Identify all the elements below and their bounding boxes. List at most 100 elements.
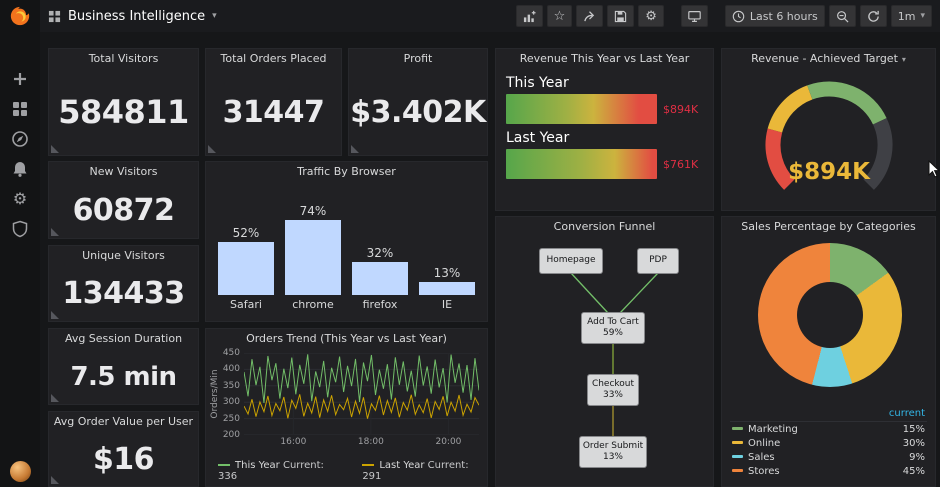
funnel-connectors	[570, 272, 659, 437]
panel-title[interactable]: Orders Trend (This Year vs Last Year)	[246, 332, 447, 345]
panel-revenue-gauge: Revenue - Achieved Target ▾ $894K	[721, 48, 936, 211]
legend-rows: Marketing 15% Online 30% Sales 9% Stores 45%	[730, 422, 927, 478]
node-percentage: 13%	[602, 452, 623, 462]
gauge-value: $894K	[663, 102, 699, 116]
legend-row-stores[interactable]: Stores 45%	[730, 464, 927, 478]
node-percentage: 33%	[602, 390, 623, 400]
clock-icon	[732, 10, 745, 22]
refresh-interval-label: 1m	[897, 9, 916, 23]
series-label: This Year	[506, 75, 569, 91]
panel-title[interactable]: Avg Order Value per User	[53, 415, 194, 428]
panel-sales-categories: Sales Percentage by Categories current M…	[721, 216, 936, 487]
save-button[interactable]	[607, 5, 635, 27]
top-navigation: Business Intelligence ▾ ☆ ⚙ Last 6 hours	[40, 0, 940, 32]
configuration-gear-icon[interactable]: ⚙	[12, 189, 28, 208]
panel-title[interactable]: Profit	[403, 52, 433, 65]
panel-title[interactable]: Sales Percentage by Categories	[741, 220, 916, 233]
bar-firefox[interactable]: 32% firefox	[352, 184, 408, 313]
resize-handle-icon[interactable]	[208, 145, 216, 153]
funnel-node-checkout[interactable]: Checkout 33%	[588, 375, 638, 405]
legend-row-marketing[interactable]: Marketing 15%	[730, 422, 927, 436]
stat-value: 60872	[72, 192, 175, 228]
stat-value: $3.402K	[350, 94, 486, 130]
alerting-bell-icon[interactable]	[11, 160, 29, 178]
pie-legend: current Marketing 15% Online 30% Sales 9% Stor…	[730, 408, 927, 478]
legend-current-header[interactable]: current	[730, 408, 927, 422]
explore-compass-icon[interactable]	[11, 130, 29, 148]
bar	[218, 242, 274, 295]
node-label: Order Submit	[582, 440, 644, 451]
tv-mode-button[interactable]	[680, 5, 708, 27]
time-range-label: Last 6 hours	[749, 9, 818, 23]
add-panel-button[interactable]	[515, 5, 543, 27]
bar	[352, 262, 408, 295]
panel-traffic-by-browser: Traffic By Browser 52% Safari 74% chrome 32%…	[205, 161, 488, 322]
resize-handle-icon[interactable]	[351, 145, 359, 153]
zoom-out-button[interactable]	[828, 5, 856, 27]
stat-value: $16	[92, 441, 155, 477]
panel-title[interactable]: Unique Visitors	[82, 249, 165, 262]
funnel-node-pdp[interactable]: PDP	[638, 249, 678, 273]
dashboard-title[interactable]: Business Intelligence	[68, 8, 206, 24]
dashboard-grid-area: Total Visitors 584811 Total Orders Place…	[40, 32, 940, 487]
star-icon: ☆	[553, 8, 566, 24]
stat-value: 584811	[58, 93, 189, 131]
chevron-down-icon[interactable]: ▾	[901, 55, 906, 64]
chart-legend: This Year Current: 336 Last Year Current:…	[218, 460, 487, 482]
monitor-icon	[688, 10, 701, 22]
dashboard-grid-icon	[48, 10, 61, 23]
user-avatar[interactable]	[10, 461, 31, 482]
resize-handle-icon[interactable]	[51, 145, 59, 153]
share-icon	[584, 10, 595, 21]
panel-title[interactable]: Conversion Funnel	[553, 220, 656, 233]
legend-row-sales[interactable]: Sales 9%	[730, 450, 927, 464]
funnel-node-add-to-cart[interactable]: Add To Cart 59%	[582, 313, 644, 343]
bar-ie[interactable]: 13% IE	[419, 184, 475, 313]
dashboard-settings-button[interactable]: ⚙	[638, 5, 664, 27]
chevron-down-icon: ▾	[920, 10, 925, 21]
add-panel-icon	[523, 10, 536, 22]
bar-category-label: firefox	[362, 298, 398, 311]
panel-avg-order-value: Avg Order Value per User $16	[48, 411, 199, 487]
legend-item[interactable]: This Year Current: 336	[218, 460, 324, 482]
zoom-out-icon	[836, 10, 849, 22]
resize-handle-icon[interactable]	[51, 476, 59, 484]
node-label: Checkout	[591, 378, 635, 389]
panel-orders-trend: Orders Trend (This Year vs Last Year) Or…	[205, 328, 488, 487]
grafana-logo[interactable]	[0, 0, 40, 32]
x-axis: 16:00 18:00 20:00	[280, 437, 462, 447]
panel-title[interactable]: Total Orders Placed	[220, 52, 327, 65]
gauge-chart: $894K	[749, 73, 909, 203]
panel-title[interactable]: Traffic By Browser	[297, 165, 396, 178]
sidebar: ⚙	[0, 0, 40, 487]
panel-title[interactable]: Total Visitors	[88, 52, 159, 65]
create-plus-icon[interactable]	[11, 70, 29, 88]
legend-row-online[interactable]: Online 30%	[730, 436, 927, 450]
bar-value-label: 74%	[299, 204, 327, 218]
refresh-button[interactable]	[859, 5, 887, 27]
resize-handle-icon[interactable]	[51, 228, 59, 236]
funnel-node-order-submit[interactable]: Order Submit 13%	[580, 437, 646, 467]
funnel-node-homepage[interactable]: Homepage	[540, 249, 602, 273]
resize-handle-icon[interactable]	[51, 311, 59, 319]
donut-chart[interactable]	[758, 243, 902, 387]
dashboards-grid-icon[interactable]	[11, 100, 29, 118]
chevron-down-icon[interactable]: ▾	[212, 11, 217, 21]
panel-title-text: Revenue - Achieved Target	[751, 52, 898, 65]
star-button[interactable]: ☆	[546, 5, 573, 27]
legend-item[interactable]: Last Year Current: 291	[362, 460, 469, 482]
bar-chrome[interactable]: 74% chrome	[285, 184, 341, 313]
panel-title[interactable]: Avg Session Duration	[64, 332, 183, 345]
panel-title[interactable]: New Visitors	[89, 165, 158, 178]
server-admin-shield-icon[interactable]	[11, 220, 29, 238]
node-label: Homepage	[546, 255, 596, 266]
panel-title[interactable]: Revenue - Achieved Target ▾	[722, 49, 935, 69]
panel-title[interactable]: Revenue This Year vs Last Year	[519, 52, 690, 65]
time-range-button[interactable]: Last 6 hours	[724, 5, 825, 27]
share-button[interactable]	[576, 5, 604, 27]
resize-handle-icon[interactable]	[51, 394, 59, 402]
bar-safari[interactable]: 52% Safari	[218, 184, 274, 313]
grafana-flame-icon	[10, 6, 30, 26]
refresh-interval-button[interactable]: 1m ▾	[890, 5, 932, 27]
